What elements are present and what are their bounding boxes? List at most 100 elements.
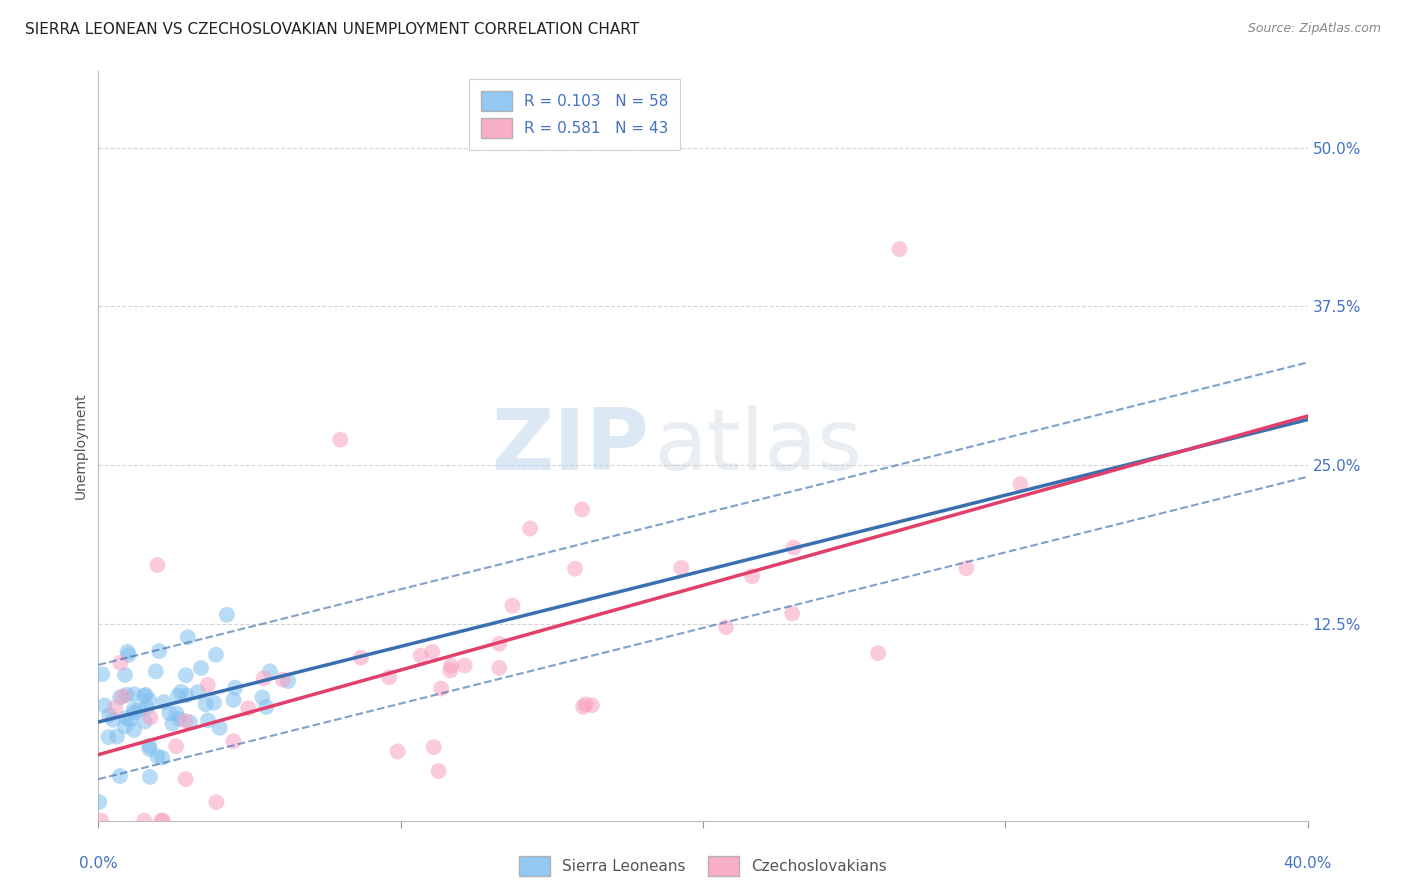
Point <box>165 739 187 754</box>
Point <box>146 558 169 572</box>
Point <box>124 706 146 720</box>
Point <box>108 769 131 783</box>
Point <box>146 749 169 764</box>
Text: 40.0%: 40.0% <box>1284 856 1331 871</box>
Point <box>97 730 120 744</box>
Point <box>174 668 197 682</box>
Point <box>259 665 281 679</box>
Point <box>488 637 510 651</box>
Point <box>134 814 156 828</box>
Point <box>122 723 145 737</box>
Text: Source: ZipAtlas.com: Source: ZipAtlas.com <box>1247 22 1381 36</box>
Point <box>157 706 180 720</box>
Point <box>167 689 190 703</box>
Point <box>122 703 145 717</box>
Point <box>671 561 693 575</box>
Point <box>179 715 201 730</box>
Point <box>117 645 139 659</box>
Point <box>176 688 198 702</box>
Point <box>118 648 141 662</box>
Point <box>253 671 276 685</box>
Point <box>350 650 373 665</box>
Point <box>110 656 132 670</box>
Point <box>329 433 352 447</box>
Point <box>101 713 124 727</box>
Point <box>564 562 586 576</box>
Point <box>139 710 162 724</box>
Point <box>145 665 167 679</box>
Point <box>440 659 463 673</box>
Point <box>575 698 598 712</box>
Point <box>409 648 432 663</box>
Point <box>889 242 911 256</box>
Point <box>148 644 170 658</box>
Point <box>205 648 228 662</box>
Point <box>153 695 176 709</box>
Point <box>89 795 111 809</box>
Point <box>422 645 444 659</box>
Point <box>714 620 737 634</box>
Legend: Sierra Leoneans, Czechoslovakians: Sierra Leoneans, Czechoslovakians <box>508 844 898 888</box>
Point <box>110 690 132 705</box>
Point <box>238 701 260 715</box>
Point <box>194 698 217 712</box>
Point <box>222 693 245 707</box>
Point <box>120 713 142 727</box>
Point <box>98 708 121 723</box>
Y-axis label: Unemployment: Unemployment <box>73 392 87 500</box>
Point <box>162 716 184 731</box>
Point <box>422 740 444 755</box>
Point <box>135 700 157 714</box>
Point <box>1010 477 1032 491</box>
Text: atlas: atlas <box>655 404 863 488</box>
Point <box>91 667 114 681</box>
Point <box>174 772 197 786</box>
Point <box>177 630 200 644</box>
Point <box>112 690 135 704</box>
Text: SIERRA LEONEAN VS CZECHOSLOVAKIAN UNEMPLOYMENT CORRELATION CHART: SIERRA LEONEAN VS CZECHOSLOVAKIAN UNEMPL… <box>25 22 640 37</box>
Point <box>271 673 294 687</box>
Point <box>190 661 212 675</box>
Point <box>122 687 145 701</box>
Point <box>128 702 150 716</box>
Text: ZIP: ZIP <box>491 404 648 488</box>
Point <box>187 685 209 699</box>
Point <box>205 795 228 809</box>
Point <box>114 668 136 682</box>
Point <box>93 698 115 713</box>
Point <box>197 678 219 692</box>
Point <box>90 814 112 828</box>
Point <box>105 730 128 744</box>
Point <box>783 541 806 555</box>
Point <box>138 742 160 756</box>
Point <box>167 712 190 726</box>
Point <box>197 714 219 728</box>
Point <box>104 700 127 714</box>
Point <box>439 664 461 678</box>
Point <box>138 693 160 707</box>
Point <box>581 698 603 713</box>
Point <box>277 674 299 689</box>
Point <box>224 681 246 695</box>
Point <box>150 750 173 764</box>
Point <box>780 607 803 621</box>
Point <box>135 688 157 702</box>
Point <box>150 814 173 828</box>
Point <box>115 688 138 702</box>
Point <box>572 699 595 714</box>
Point <box>222 734 245 748</box>
Point <box>174 714 197 728</box>
Point <box>215 607 238 622</box>
Point <box>430 681 453 696</box>
Point <box>208 721 231 735</box>
Point <box>115 711 138 725</box>
Point <box>152 814 174 828</box>
Point <box>165 706 187 721</box>
Point <box>387 744 409 758</box>
Point <box>488 661 510 675</box>
Point <box>134 714 156 729</box>
Point <box>254 700 277 714</box>
Point <box>955 561 977 575</box>
Point <box>134 689 156 703</box>
Point <box>114 719 136 733</box>
